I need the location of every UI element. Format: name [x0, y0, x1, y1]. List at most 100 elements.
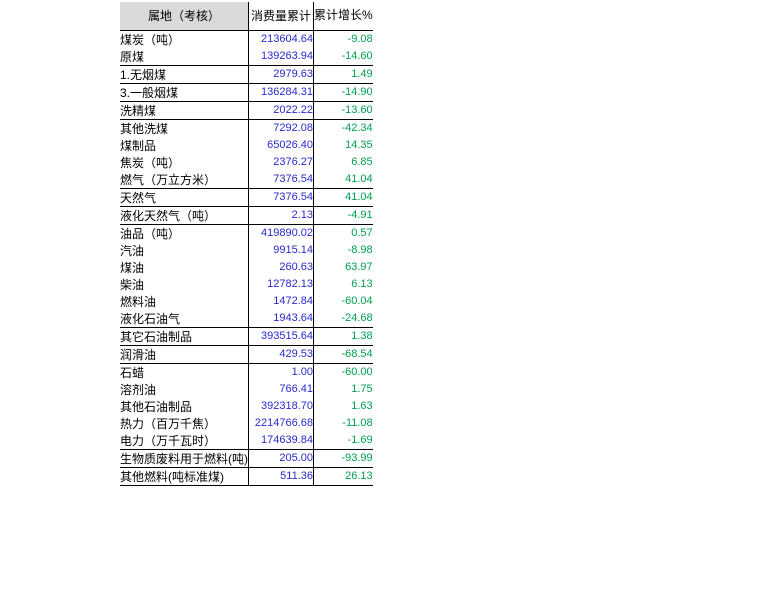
- row-pct-cell[interactable]: -9.08: [312, 30, 373, 48]
- row-label-cell[interactable]: 3.一般烟煤: [120, 83, 249, 102]
- row-value-cell[interactable]: 1943.64: [248, 309, 314, 328]
- row-value-cell[interactable]: 136284.31: [248, 83, 314, 102]
- row-value-cell[interactable]: 9915.14: [248, 241, 314, 259]
- table-row: 燃气（万立方米） 7376.54 41.04: [120, 170, 373, 189]
- row-label-cell[interactable]: 天然气: [120, 188, 249, 207]
- row-value-cell[interactable]: 213604.64: [248, 30, 314, 48]
- row-pct-cell[interactable]: 26.13: [312, 467, 373, 486]
- row-label-cell[interactable]: 焦炭（吨）: [120, 155, 181, 170]
- row-value-cell[interactable]: 139263.94: [248, 47, 314, 66]
- row-label-cell[interactable]: 汽油: [120, 243, 145, 258]
- row-value-cell[interactable]: 2376.27: [248, 153, 314, 171]
- table-row: 天然气 7376.54 41.04: [120, 188, 373, 207]
- row-label-cell[interactable]: 煤油: [120, 260, 145, 275]
- row-pct-cell[interactable]: -60.00: [312, 363, 373, 381]
- row-pct-cell[interactable]: -24.68: [312, 309, 373, 328]
- row-pct-cell[interactable]: 41.04: [312, 188, 373, 207]
- table-row: 溶剂油 766.41 1.75: [120, 380, 373, 398]
- row-label-cell[interactable]: 柴油: [120, 277, 145, 292]
- row-pct-cell[interactable]: 14.35: [312, 136, 373, 154]
- row-pct-cell[interactable]: 41.04: [312, 170, 373, 189]
- row-label-cell[interactable]: 其它石油制品: [120, 327, 249, 346]
- header-cell-category[interactable]: 属地（考核）: [120, 2, 249, 31]
- row-label-cell[interactable]: 电力（万千瓦时）: [120, 431, 249, 450]
- row-value-cell[interactable]: 7376.54: [248, 170, 314, 189]
- row-pct-cell[interactable]: -14.60: [312, 47, 373, 66]
- row-pct-cell[interactable]: 1.75: [312, 380, 373, 398]
- row-label-cell[interactable]: 其他燃料(吨标准煤): [120, 467, 249, 486]
- row-value-cell[interactable]: 2022.22: [248, 101, 314, 120]
- row-pct-cell[interactable]: 1.38: [312, 327, 373, 346]
- row-pct-cell[interactable]: -4.91: [312, 206, 373, 225]
- row-label-cell[interactable]: 原煤: [120, 47, 249, 66]
- row-pct-cell[interactable]: 1.49: [312, 65, 373, 84]
- row-pct-cell[interactable]: -68.54: [312, 345, 373, 364]
- row-pct-cell[interactable]: -60.04: [312, 292, 373, 310]
- row-pct-cell[interactable]: 63.97: [312, 258, 373, 276]
- table-header: 属地（考核） 消费量累计 累计增长%: [120, 2, 373, 31]
- table-row: 生物质废料用于燃料(吨) 205.00 -93.99: [120, 449, 373, 468]
- row-label-cell[interactable]: 洗精煤: [120, 101, 249, 120]
- table-row: 焦炭（吨） 2376.27 6.85: [120, 153, 373, 171]
- row-label-cell[interactable]: 1.无烟煤: [120, 65, 249, 84]
- row-label-cell[interactable]: 燃气（万立方米）: [120, 170, 249, 189]
- row-value-cell[interactable]: 1472.84: [248, 292, 314, 310]
- row-value-cell[interactable]: 766.41: [248, 380, 314, 398]
- energy-consumption-table: 属地（考核） 消费量累计 累计增长% 煤炭（吨） 213604.64 -9.08 原煤…: [120, 2, 373, 486]
- header-cell-cumulative-growth[interactable]: 累计增长%: [312, 2, 373, 31]
- table-row: 煤制品 65026.40 14.35: [120, 136, 373, 154]
- row-pct-cell[interactable]: 6.85: [312, 153, 373, 171]
- row-label-cell[interactable]: 液化石油气: [120, 309, 249, 328]
- header-row: 属地（考核） 消费量累计 累计增长%: [120, 2, 373, 31]
- table-row: 汽油 9915.14 -8.98: [120, 241, 373, 259]
- row-value-cell[interactable]: 2214766.68: [248, 414, 314, 432]
- row-value-cell[interactable]: 7292.08: [248, 119, 314, 137]
- row-pct-cell[interactable]: -42.34: [312, 119, 373, 137]
- table-row: 其他石油制品 392318.70 1.63: [120, 397, 373, 415]
- table-row: 燃料油 1472.84 -60.04: [120, 292, 373, 310]
- row-pct-cell[interactable]: -11.08: [312, 414, 373, 432]
- header-cell-consumption-total[interactable]: 消费量累计: [248, 2, 314, 31]
- row-pct-cell[interactable]: 6.13: [312, 275, 373, 293]
- row-pct-cell[interactable]: -93.99: [312, 449, 373, 468]
- row-value-cell[interactable]: 511.36: [248, 467, 314, 486]
- row-label-cell[interactable]: 煤炭（吨）: [120, 32, 181, 47]
- row-value-cell[interactable]: 174639.84: [248, 431, 314, 450]
- row-pct-cell[interactable]: -1.69: [312, 431, 373, 450]
- row-label-cell[interactable]: 石蜡: [120, 365, 145, 380]
- row-label-cell[interactable]: 液化天然气（吨）: [120, 206, 249, 225]
- table-row: 柴油 12782.13 6.13: [120, 275, 373, 293]
- row-value-cell[interactable]: 65026.40: [248, 136, 314, 154]
- row-value-cell[interactable]: 205.00: [248, 449, 314, 468]
- table-row: 液化石油气 1943.64 -24.68: [120, 309, 373, 328]
- row-label-cell[interactable]: 热力（百万千焦）: [120, 416, 217, 431]
- table-row: 液化天然气（吨） 2.13 -4.91: [120, 206, 373, 225]
- row-value-cell[interactable]: 7376.54: [248, 188, 314, 207]
- table-row: 3.一般烟煤 136284.31 -14.90: [120, 83, 373, 102]
- row-label-cell[interactable]: 燃料油: [120, 294, 157, 309]
- row-pct-cell[interactable]: 0.57: [312, 224, 373, 242]
- row-label-cell[interactable]: 其他洗煤: [120, 121, 169, 136]
- row-value-cell[interactable]: 12782.13: [248, 275, 314, 293]
- row-value-cell[interactable]: 393515.64: [248, 327, 314, 346]
- table-row: 润滑油 429.53 -68.54: [120, 345, 373, 364]
- row-label-cell[interactable]: 油品（吨）: [120, 226, 181, 241]
- row-value-cell[interactable]: 2.13: [248, 206, 314, 225]
- row-value-cell[interactable]: 2979.63: [248, 65, 314, 84]
- row-value-cell[interactable]: 1.00: [248, 363, 314, 381]
- row-label-cell[interactable]: 煤制品: [120, 138, 157, 153]
- row-pct-cell[interactable]: 1.63: [312, 397, 373, 415]
- row-pct-cell[interactable]: -13.60: [312, 101, 373, 120]
- row-label-cell[interactable]: 其他石油制品: [120, 399, 193, 414]
- row-value-cell[interactable]: 419890.02: [248, 224, 314, 242]
- row-pct-cell[interactable]: -14.90: [312, 83, 373, 102]
- row-pct-cell[interactable]: -8.98: [312, 241, 373, 259]
- row-label-cell[interactable]: 生物质废料用于燃料(吨): [120, 449, 249, 468]
- row-label-cell[interactable]: 润滑油: [120, 345, 249, 364]
- row-value-cell[interactable]: 260.63: [248, 258, 314, 276]
- row-label-cell[interactable]: 溶剂油: [120, 382, 157, 397]
- row-value-cell[interactable]: 392318.70: [248, 397, 314, 415]
- row-value-cell[interactable]: 429.53: [248, 345, 314, 364]
- table-row: 油品（吨） 419890.02 0.57: [120, 224, 373, 242]
